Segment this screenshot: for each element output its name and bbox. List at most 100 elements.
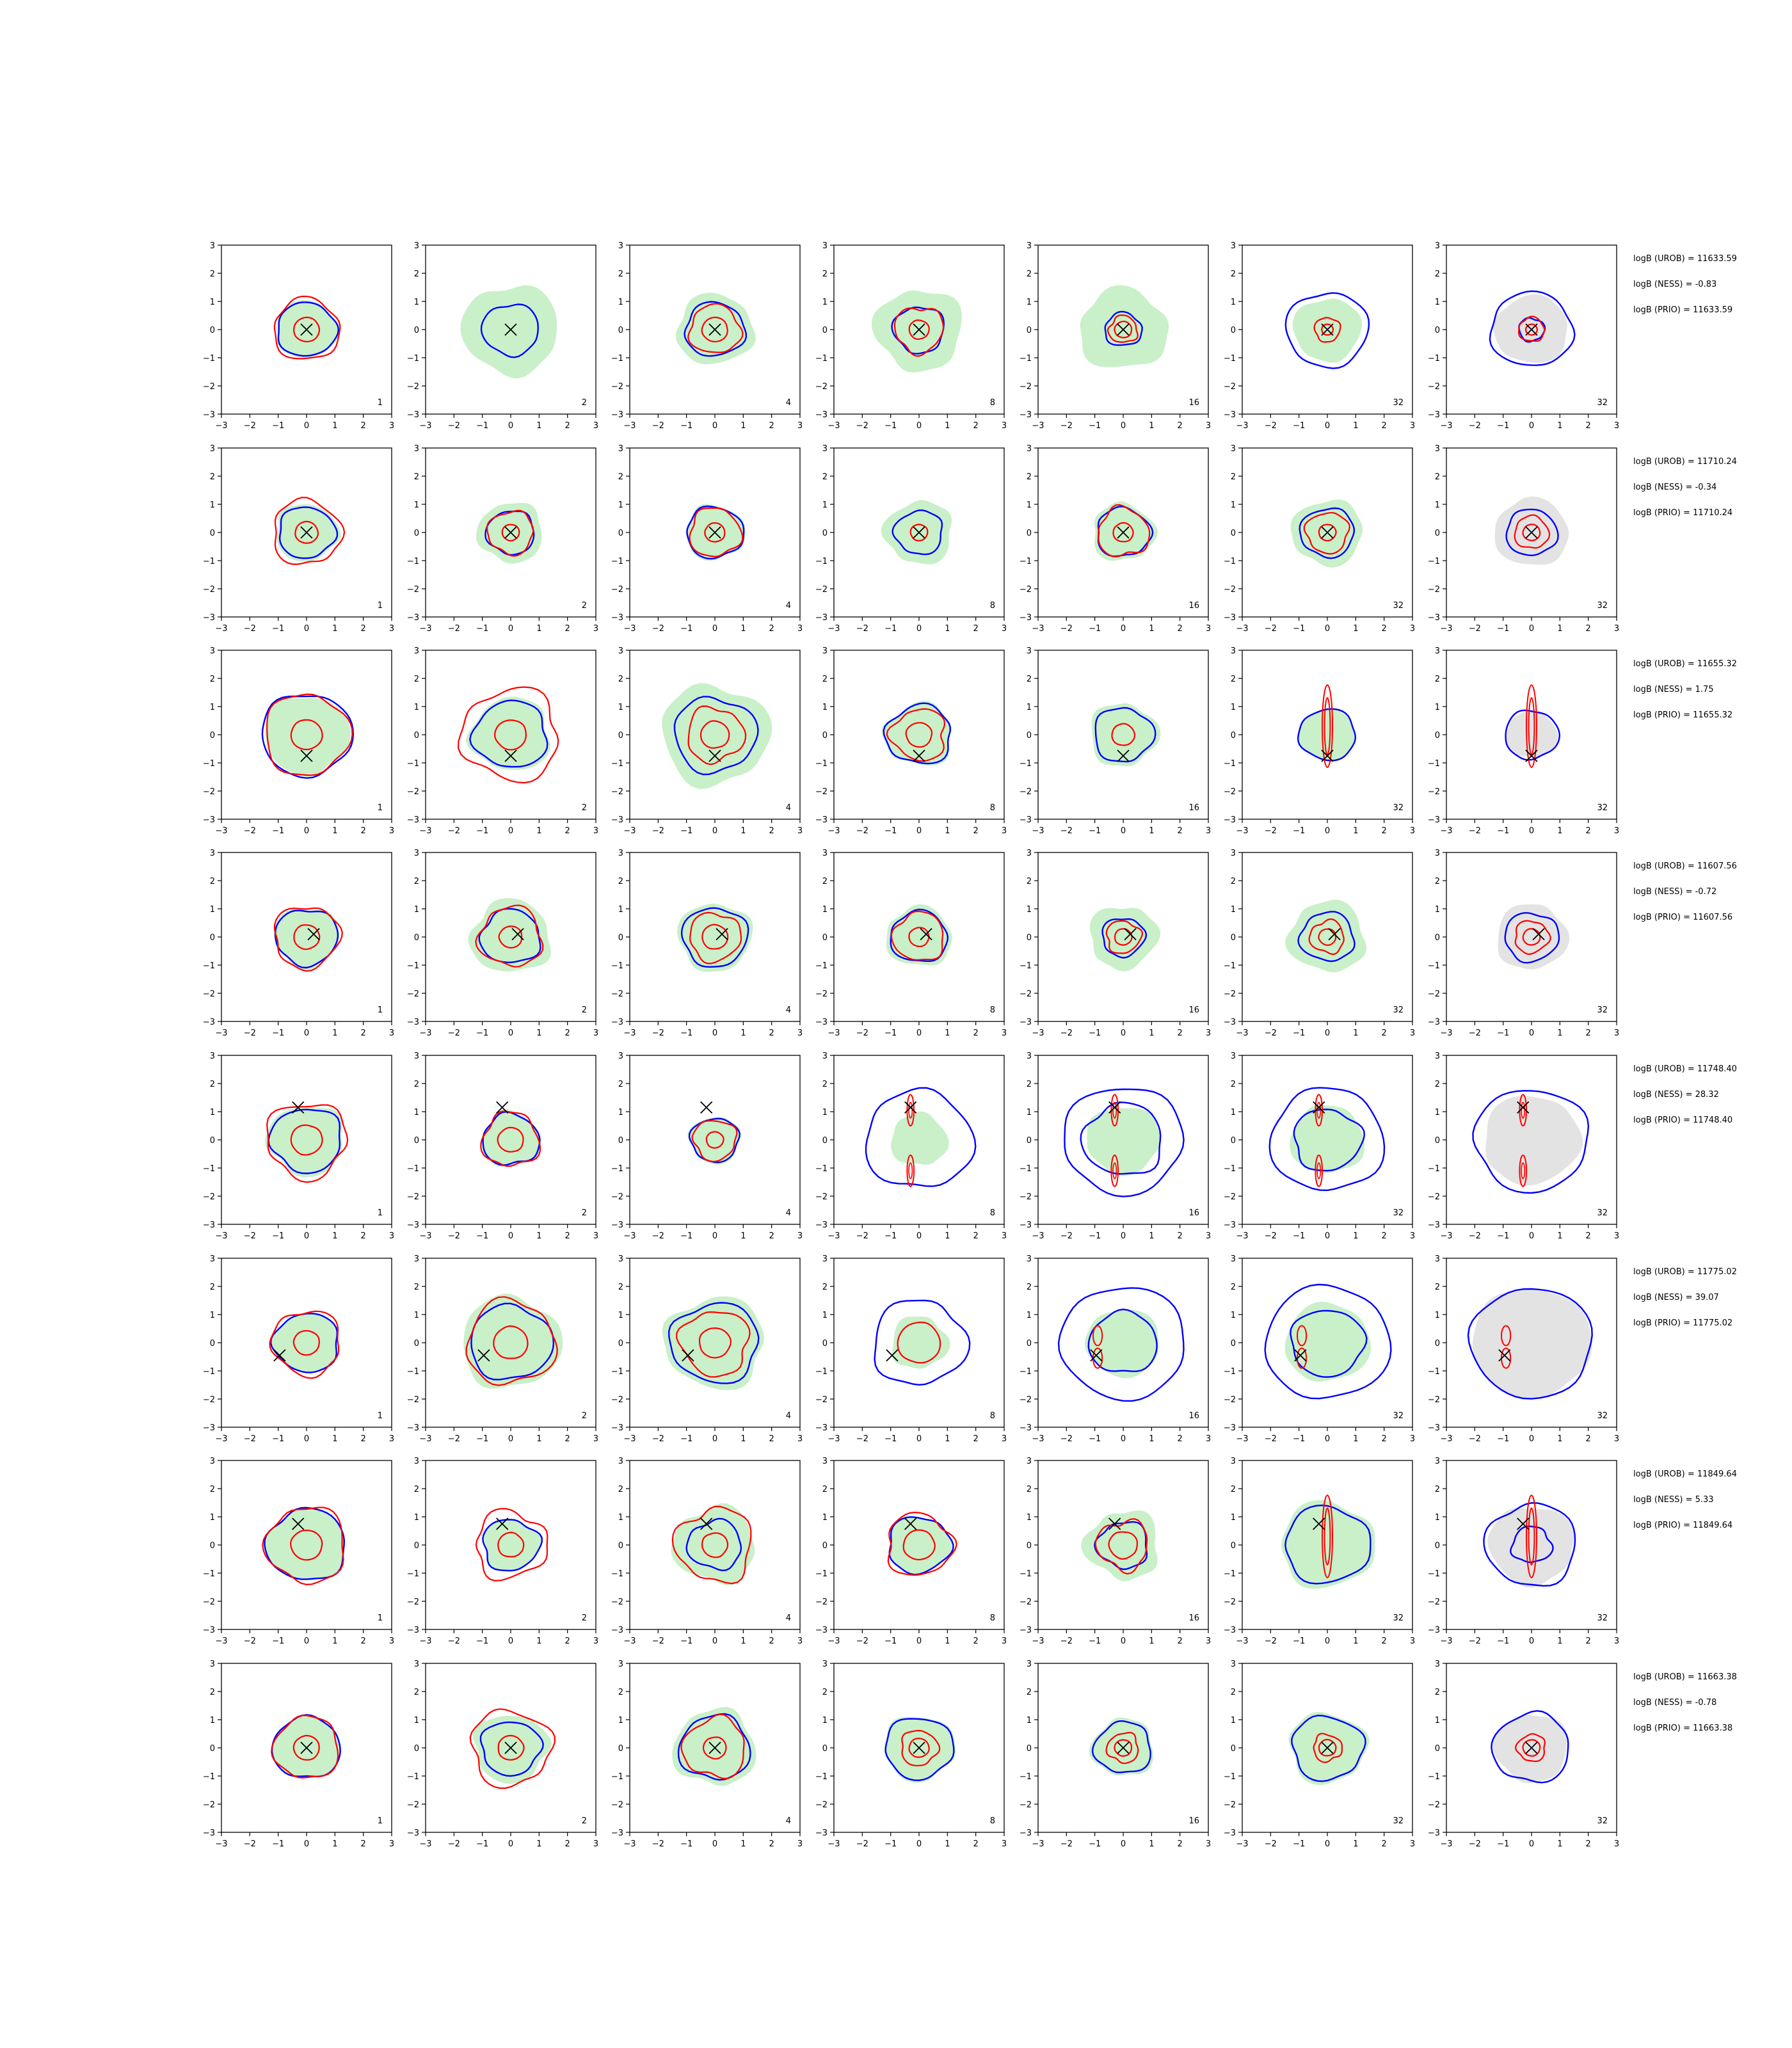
panel-count-label: 4 — [786, 1005, 791, 1015]
y-tick-label: 1 — [414, 500, 419, 510]
plot-area — [1281, 1494, 1375, 1589]
blue-contour — [686, 505, 745, 560]
y-tick-label: −1 — [1020, 1164, 1032, 1174]
plot-area — [475, 1508, 548, 1582]
density-fill-green — [1297, 708, 1356, 762]
x-tick-label: −1 — [884, 1636, 897, 1646]
red-contour — [1321, 323, 1334, 336]
y-tick-label: −1 — [1224, 557, 1236, 566]
panel-r2-c4: −3−3 −2 −2 −1 −1 0 0 1 1 2 2 3 3 8 — [815, 444, 1007, 634]
y-tick-label: 2 — [210, 1688, 215, 1697]
x-tick-label: −3 — [1032, 1839, 1044, 1849]
x-tick-label: −3 — [623, 1028, 636, 1038]
panel-count-label: 8 — [990, 601, 995, 611]
y-tick-label: −2 — [1020, 1597, 1032, 1607]
x-tick-label: 1 — [740, 1839, 746, 1849]
y-tick-label: 0 — [822, 731, 828, 740]
y-tick-label: 2 — [822, 472, 828, 482]
red-contour — [293, 924, 321, 950]
x-tick-label: 1 — [1557, 1231, 1562, 1241]
true-value-marker — [913, 1741, 925, 1754]
blue-contour — [668, 1302, 760, 1384]
y-tick-label: 0 — [618, 1541, 623, 1551]
red-contour — [705, 1131, 724, 1149]
red-contour — [262, 1507, 344, 1586]
red-contour — [890, 910, 944, 961]
blue-contour — [1268, 1087, 1386, 1192]
y-tick-label: −3 — [815, 1828, 828, 1838]
y-tick-label: 3 — [822, 1052, 828, 1061]
true-value-marker — [904, 1517, 917, 1530]
x-tick-label: 3 — [389, 1839, 394, 1849]
plot-area — [1080, 285, 1169, 367]
x-tick-label: −3 — [828, 1839, 840, 1849]
x-tick-label: 2 — [769, 1231, 774, 1241]
x-tick-label: 3 — [389, 624, 394, 634]
density-fill-green — [662, 1296, 765, 1391]
plot-area — [468, 898, 551, 972]
blue-contour — [1510, 1525, 1554, 1564]
plot-area — [1057, 1287, 1185, 1402]
x-tick-label: 1 — [332, 1636, 337, 1646]
x-tick-label: 3 — [1002, 1231, 1007, 1241]
plot-area — [274, 497, 346, 565]
x-tick-label: 1 — [1557, 826, 1562, 836]
true-value-marker — [307, 927, 320, 941]
x-tick-label: −2 — [1469, 624, 1481, 634]
panel-count-label: 2 — [582, 398, 587, 408]
x-tick-label: −2 — [1265, 1231, 1277, 1241]
x-tick-label: −2 — [1469, 826, 1481, 836]
true-value-marker — [511, 927, 524, 941]
y-tick-label: 3 — [822, 1660, 828, 1669]
y-tick-label: −3 — [1224, 1018, 1236, 1027]
y-tick-label: −1 — [815, 759, 828, 769]
y-tick-label: 2 — [1231, 877, 1236, 886]
x-tick-label: −2 — [1060, 1839, 1073, 1849]
y-tick-label: −3 — [1428, 1018, 1440, 1027]
y-tick-label: 1 — [210, 1311, 215, 1320]
true-value-marker — [300, 526, 313, 539]
x-tick-label: 1 — [332, 1839, 337, 1849]
plot-area — [677, 903, 753, 972]
panel-r4-c7: −3−3 −2 −2 −1 −1 0 0 1 1 2 2 3 3 32 — [1428, 849, 1619, 1038]
y-tick-label: −2 — [1428, 1800, 1440, 1810]
x-tick-label: 1 — [1557, 624, 1562, 634]
x-tick-label: −3 — [1440, 1231, 1452, 1241]
logb-annotation: logB (NESS) = 5.33 — [1633, 1495, 1714, 1505]
panel-r6-c2: −3−3 −2 −2 −1 −1 0 0 1 1 2 2 3 3 2 — [407, 1254, 598, 1444]
x-tick-label: 2 — [1586, 1028, 1591, 1038]
row-2-annotations: logB (UROB) = 11710.24 logB (NESS) = -0.3… — [1633, 457, 1737, 518]
y-tick-label: 2 — [1027, 1283, 1032, 1292]
x-tick-label: 1 — [1149, 1028, 1154, 1038]
x-tick-label: 0 — [1529, 1231, 1534, 1241]
panel-count-label: 1 — [378, 1816, 383, 1826]
logb-annotation: logB (PRIO) = 11655.32 — [1633, 710, 1732, 720]
plot-area — [687, 1117, 742, 1165]
y-tick-label: 1 — [414, 1513, 419, 1523]
x-tick-label: 2 — [1382, 1028, 1387, 1038]
y-tick-label: 1 — [618, 500, 623, 510]
x-tick-label: −1 — [1497, 624, 1509, 634]
y-tick-label: −1 — [1428, 1164, 1440, 1174]
y-tick-label: 1 — [822, 1311, 828, 1320]
x-tick-label: −3 — [828, 624, 840, 634]
panel-r1-c5: −3−3 −2 −2 −1 −1 0 0 1 1 2 2 3 3 16 — [1020, 241, 1211, 431]
y-tick-label: −3 — [203, 410, 215, 420]
x-tick-label: 2 — [1382, 1636, 1387, 1646]
density-fill-green — [277, 504, 341, 562]
x-tick-label: −3 — [623, 1839, 636, 1849]
x-tick-label: −1 — [1293, 624, 1305, 634]
row-8-annotations: logB (UROB) = 11663.38 logB (NESS) = -0.7… — [1633, 1672, 1737, 1733]
x-tick-label: −3 — [215, 1434, 227, 1444]
red-contour — [1514, 514, 1551, 549]
y-tick-label: −2 — [1020, 1395, 1032, 1405]
x-tick-label: 1 — [536, 421, 541, 431]
x-tick-label: 1 — [740, 1434, 746, 1444]
x-tick-label: 1 — [536, 826, 541, 836]
x-tick-label: −3 — [215, 1028, 227, 1038]
true-value-marker — [708, 323, 721, 336]
y-tick-label: −1 — [407, 1569, 419, 1579]
x-tick-label: 3 — [1614, 1028, 1619, 1038]
y-tick-label: −2 — [203, 1395, 215, 1405]
x-tick-label: 2 — [1178, 1028, 1183, 1038]
